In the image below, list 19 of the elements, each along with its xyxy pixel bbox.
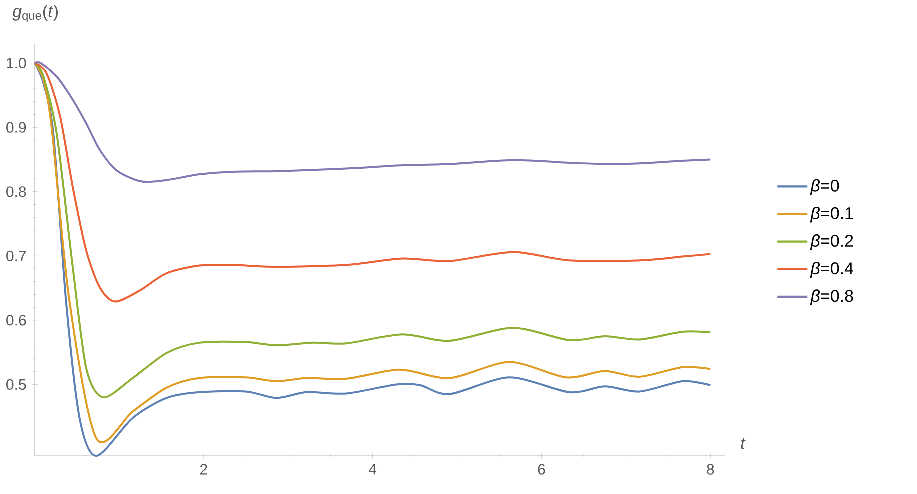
y-tick-label: 0.5 — [6, 379, 26, 390]
y-tick-label: 0.6 — [6, 315, 26, 326]
x-tick-label: 8 — [707, 464, 714, 475]
x-tick-label: 4 — [369, 464, 377, 475]
legend-label: β=0.4 — [810, 262, 854, 278]
legend-label: β=0 — [810, 179, 840, 196]
line-series — [34, 62, 712, 184]
y-tick-label: 0.9 — [6, 122, 26, 133]
x-axis-title: t — [741, 438, 746, 450]
x-tick-label: 6 — [538, 464, 546, 475]
y-axis-title: g$_{que}$(t) — [12, 4, 58, 22]
y-tick-label: 1.0 — [7, 58, 26, 69]
x-tick-label: 2 — [200, 464, 208, 475]
legend-label: β=0.8 — [810, 290, 854, 306]
y-tick-label: 0.8 — [6, 186, 26, 198]
y-tick-label: 0.7 — [6, 250, 26, 262]
legend-label: β=0.2 — [810, 234, 854, 250]
legend-label: β=0.1 — [810, 206, 854, 223]
line-series — [34, 62, 712, 303]
